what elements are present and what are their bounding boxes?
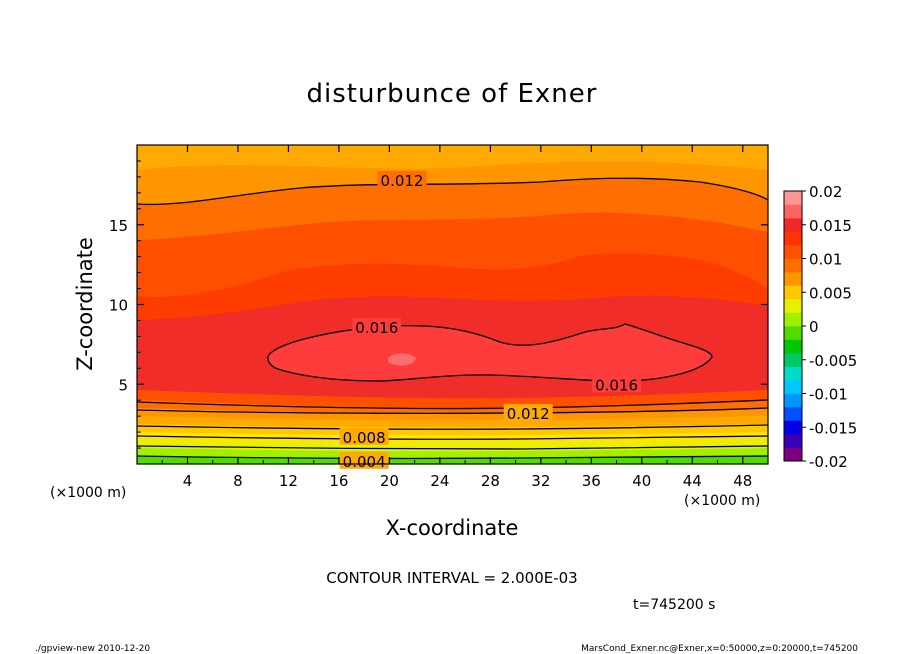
colorbar-label: 0.01 — [809, 251, 842, 269]
colorbar-swatch — [784, 245, 802, 259]
x-tick-label: 8 — [233, 472, 243, 490]
footer-left: ./gpview-new 2010-12-20 — [35, 644, 150, 654]
contour-label-bg — [503, 403, 553, 421]
colorbar-label: 0.02 — [809, 183, 842, 201]
x-tick-label: 40 — [632, 472, 651, 490]
colorbar-swatch — [784, 326, 802, 340]
x-tick-label: 16 — [329, 472, 348, 490]
x-tick-label: 12 — [279, 472, 298, 490]
colorbar-swatch — [784, 420, 802, 435]
y-axis: 5 10 15 — [109, 160, 768, 449]
contour-line-0.012-low — [137, 407, 768, 415]
contour-line-0.010-low — [137, 424, 768, 430]
colorbar-swatch — [784, 191, 802, 205]
x-tick-label: 24 — [430, 472, 449, 490]
colorbar-label: 0 — [809, 318, 819, 336]
x-axis-label: X-coordinate — [386, 516, 519, 540]
x-axis: 4 8 12 16 20 24 28 32 36 40 44 48 — [161, 145, 752, 490]
contour-line-0.006-low — [137, 445, 768, 450]
contour-label-bg — [592, 375, 642, 393]
contour-label-bg — [339, 427, 389, 445]
colorbar-swatch — [784, 312, 802, 327]
contour-label: 0.012 — [381, 172, 424, 190]
x-tick-label: 36 — [582, 472, 601, 490]
colorbar-swatch — [784, 299, 802, 313]
colorbar-swatch — [784, 258, 802, 273]
contour-label: 0.012 — [507, 405, 550, 423]
x-tick-label: 44 — [683, 472, 702, 490]
contour-line-0.008-low — [137, 435, 768, 440]
colorbar-swatch — [784, 272, 802, 286]
chart-title: disturbunce of Exner — [307, 79, 598, 109]
contour-label: 0.016 — [355, 319, 398, 337]
colorbar-swatch — [784, 407, 802, 421]
colorbar-swatch — [784, 366, 802, 381]
y-axis-unit: (×1000 m) — [50, 485, 126, 501]
x-tick-label: 32 — [531, 472, 550, 490]
contour-label: 0.008 — [343, 429, 386, 447]
colorbar-swatch — [784, 353, 802, 367]
footer-right: MarsCond_Exner.nc@Exner,x=0:50000,z=0:20… — [581, 644, 858, 654]
colorbar-swatch — [784, 231, 802, 246]
colorbar-label: -0.005 — [809, 352, 857, 370]
contour-line-0.012-upper — [137, 177, 768, 206]
contour-lines — [137, 177, 768, 460]
contour-line-0.004-low — [137, 455, 768, 460]
x-tick-label: 20 — [380, 472, 399, 490]
time-text: t=745200 s — [633, 597, 715, 613]
contour-label-bg — [352, 317, 402, 335]
colorbar-swatch — [784, 380, 802, 394]
band-0.016-0.018 — [267, 324, 712, 382]
band-peak — [388, 353, 416, 366]
colorbar-label: -0.015 — [809, 419, 857, 437]
colorbar-swatch — [784, 339, 802, 354]
colorbar-swatch — [784, 447, 802, 462]
colorbar-label: -0.02 — [809, 453, 848, 471]
x-tick-label: 4 — [183, 472, 193, 490]
contour-label: 0.016 — [595, 376, 638, 394]
x-tick-label: 28 — [481, 472, 500, 490]
y-tick-label: 10 — [109, 297, 128, 315]
contour-interval-text: CONTOUR INTERVAL = 2.000E-03 — [326, 569, 577, 587]
colorbar: 0.02 0.015 0.01 0.005 0 -0.005 -0.01 -0.015 -0.0… — [783, 183, 857, 471]
colorbar-label: 0.005 — [809, 284, 852, 302]
colorbar-label: -0.01 — [809, 386, 848, 404]
y-tick-label: 15 — [109, 217, 128, 235]
contour-label-bg — [377, 171, 427, 189]
y-axis-label: Z-coordinate — [73, 237, 97, 371]
colorbar-swatch — [784, 285, 802, 300]
colorbar-swatch — [784, 204, 802, 219]
contour-line-0.016-upper — [267, 323, 713, 382]
colorbar-swatch — [784, 434, 802, 448]
contour-fill-layer — [137, 145, 768, 464]
colorbar-swatch — [784, 218, 802, 232]
colorbar-label: 0.015 — [809, 217, 852, 235]
y-tick-label: 5 — [118, 376, 128, 394]
colorbar-swatch — [784, 393, 802, 408]
contour-line-0.014-low — [137, 399, 768, 410]
x-tick-label: 48 — [733, 472, 752, 490]
x-axis-unit: (×1000 m) — [684, 493, 760, 509]
